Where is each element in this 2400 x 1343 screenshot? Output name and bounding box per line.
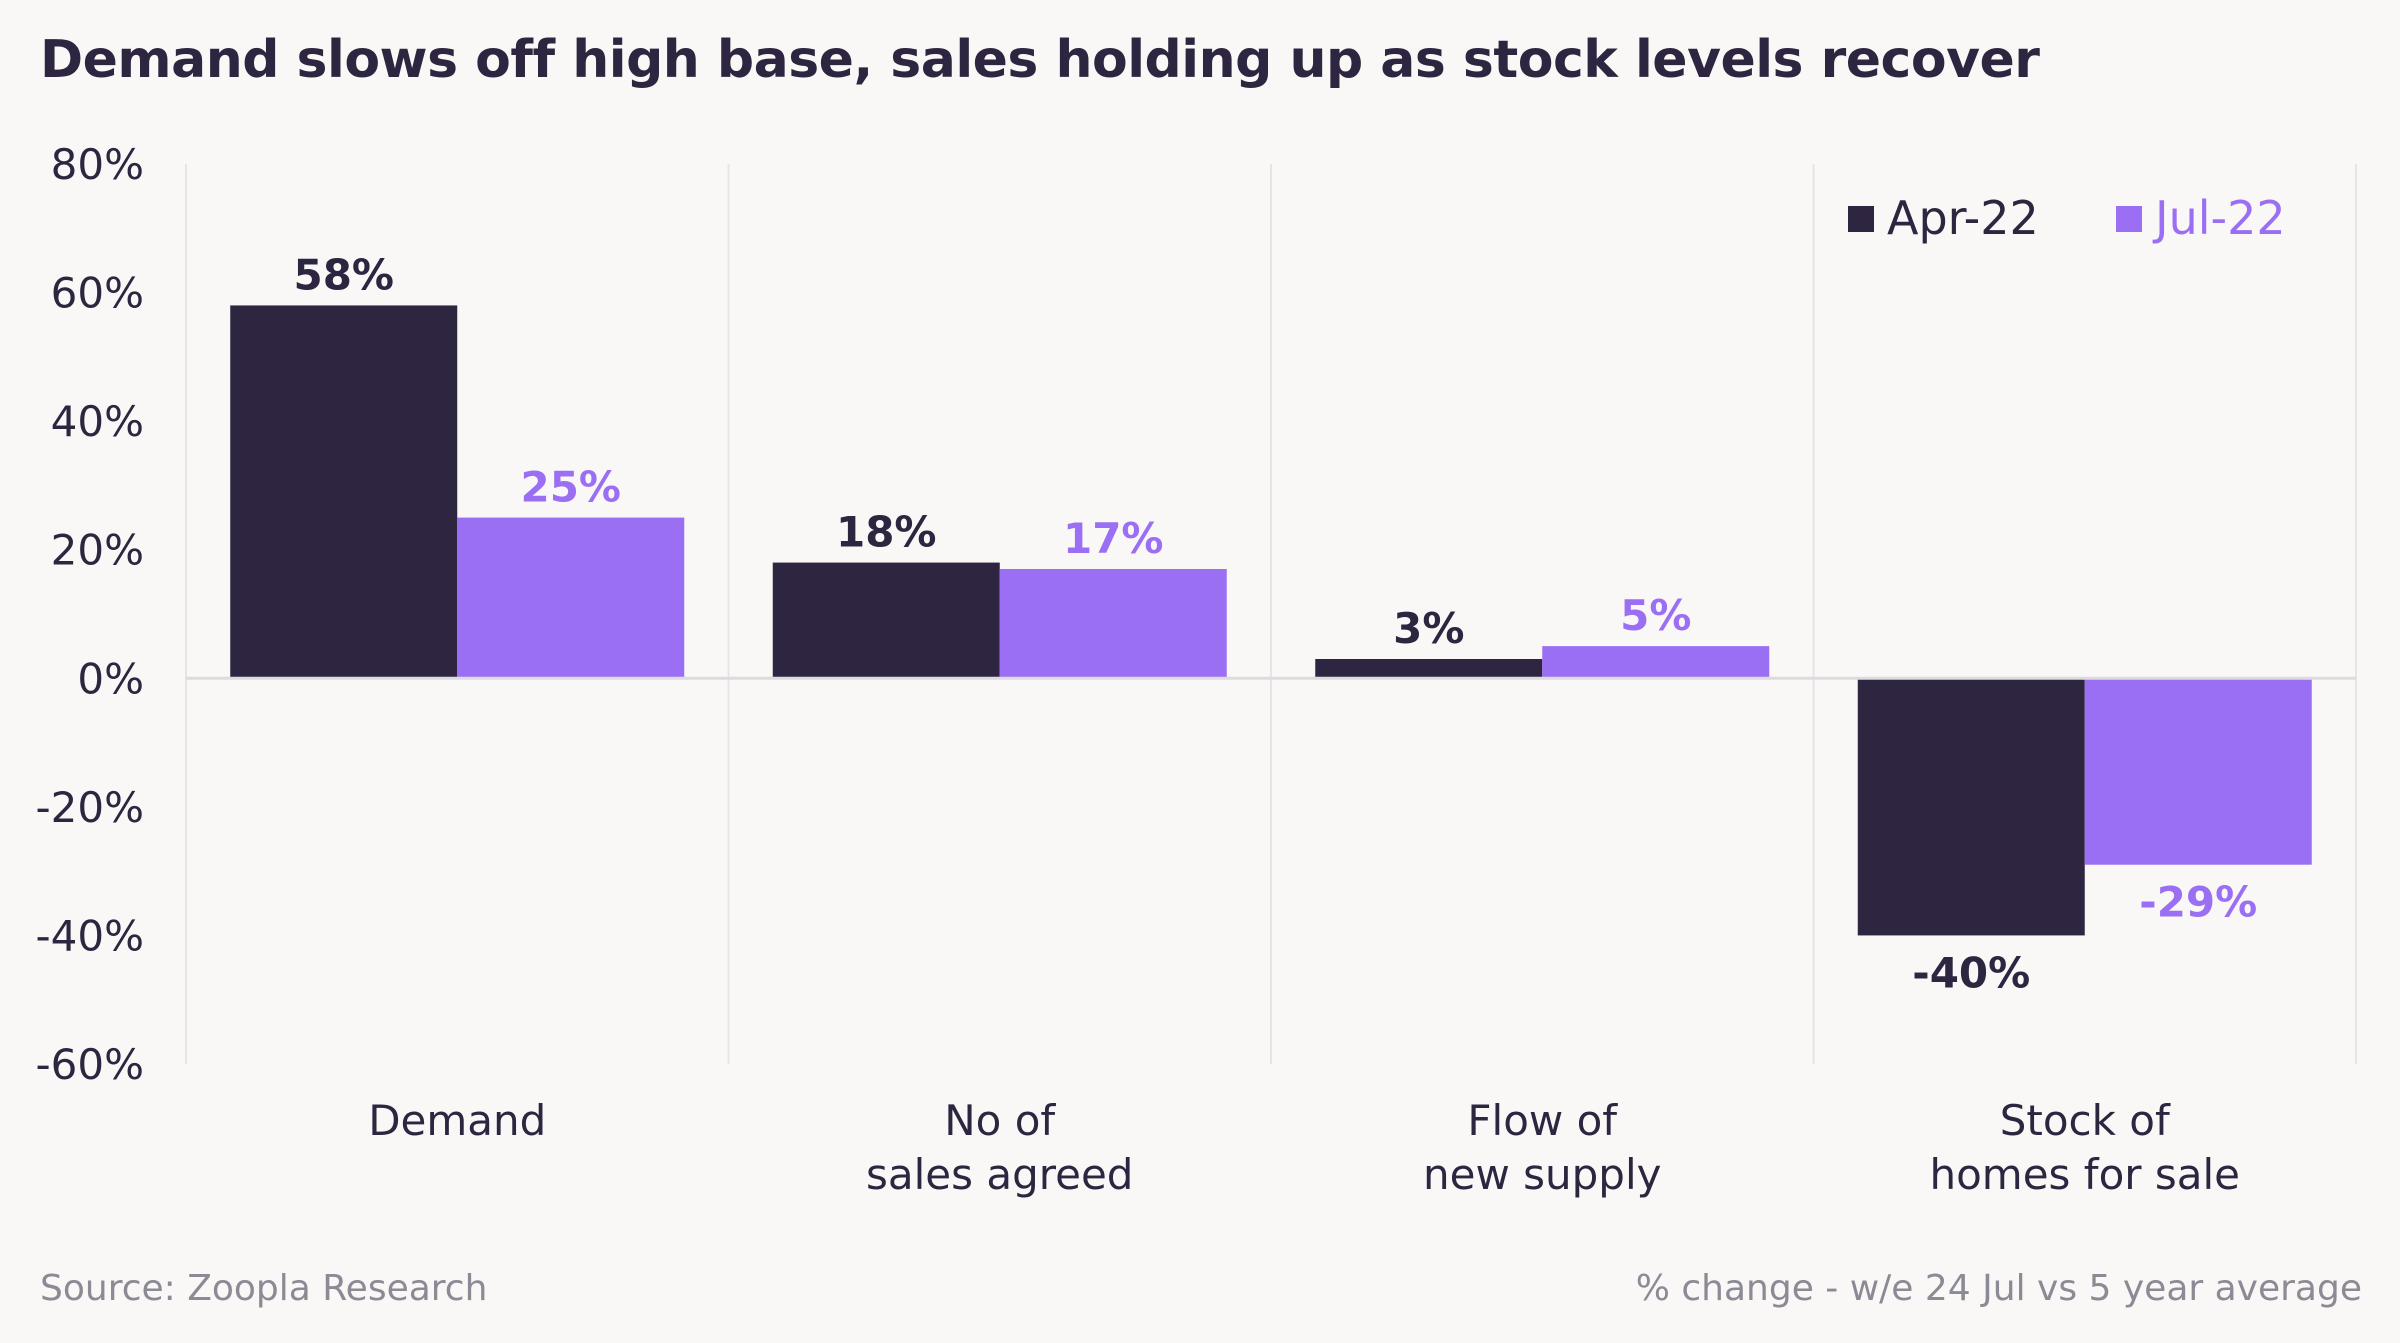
x-tick-label: new supply bbox=[1423, 1150, 1662, 1199]
bar bbox=[2084, 678, 2312, 865]
data-label: 18% bbox=[836, 508, 937, 557]
legend-label: Jul-22 bbox=[2152, 191, 2286, 245]
data-label: 5% bbox=[1620, 591, 1691, 640]
data-label: -40% bbox=[1912, 948, 2030, 997]
y-tick-label: 20% bbox=[51, 526, 144, 575]
bar bbox=[999, 569, 1227, 679]
bar bbox=[457, 517, 685, 679]
chart-title: Demand slows off high base, sales holdin… bbox=[40, 30, 2040, 90]
bar bbox=[1315, 659, 1543, 679]
measure-note: % change - w/e 24 Jul vs 5 year average bbox=[1635, 1268, 2362, 1309]
x-tick-label: No of bbox=[944, 1096, 1056, 1145]
y-tick-label: 60% bbox=[51, 269, 144, 318]
source-note: Source: Zoopla Research bbox=[40, 1268, 488, 1309]
y-tick-label: 40% bbox=[51, 397, 144, 446]
y-tick-label: -60% bbox=[35, 1040, 144, 1089]
legend-swatch bbox=[2116, 206, 2142, 232]
bar bbox=[772, 562, 1000, 679]
legend-swatch bbox=[1848, 206, 1874, 232]
data-label: 17% bbox=[1063, 514, 1164, 563]
data-label: 3% bbox=[1393, 604, 1464, 653]
data-label: -29% bbox=[2139, 878, 2257, 927]
x-tick-label: Demand bbox=[368, 1096, 546, 1145]
bar bbox=[1542, 646, 1770, 679]
y-tick-label: 80% bbox=[51, 140, 144, 189]
data-label: 25% bbox=[520, 463, 621, 512]
data-label: 58% bbox=[293, 250, 394, 299]
bar bbox=[230, 305, 458, 679]
bar bbox=[1857, 678, 2085, 936]
y-tick-label: -40% bbox=[35, 911, 144, 960]
x-tick-label: Stock of bbox=[2000, 1096, 2171, 1145]
y-tick-label: 0% bbox=[77, 654, 144, 703]
legend-label: Apr-22 bbox=[1887, 191, 2039, 245]
y-tick-label: -20% bbox=[35, 783, 144, 832]
x-tick-label: Flow of bbox=[1467, 1096, 1618, 1145]
x-tick-label: homes for sale bbox=[1929, 1150, 2240, 1199]
x-tick-label: sales agreed bbox=[866, 1150, 1133, 1199]
